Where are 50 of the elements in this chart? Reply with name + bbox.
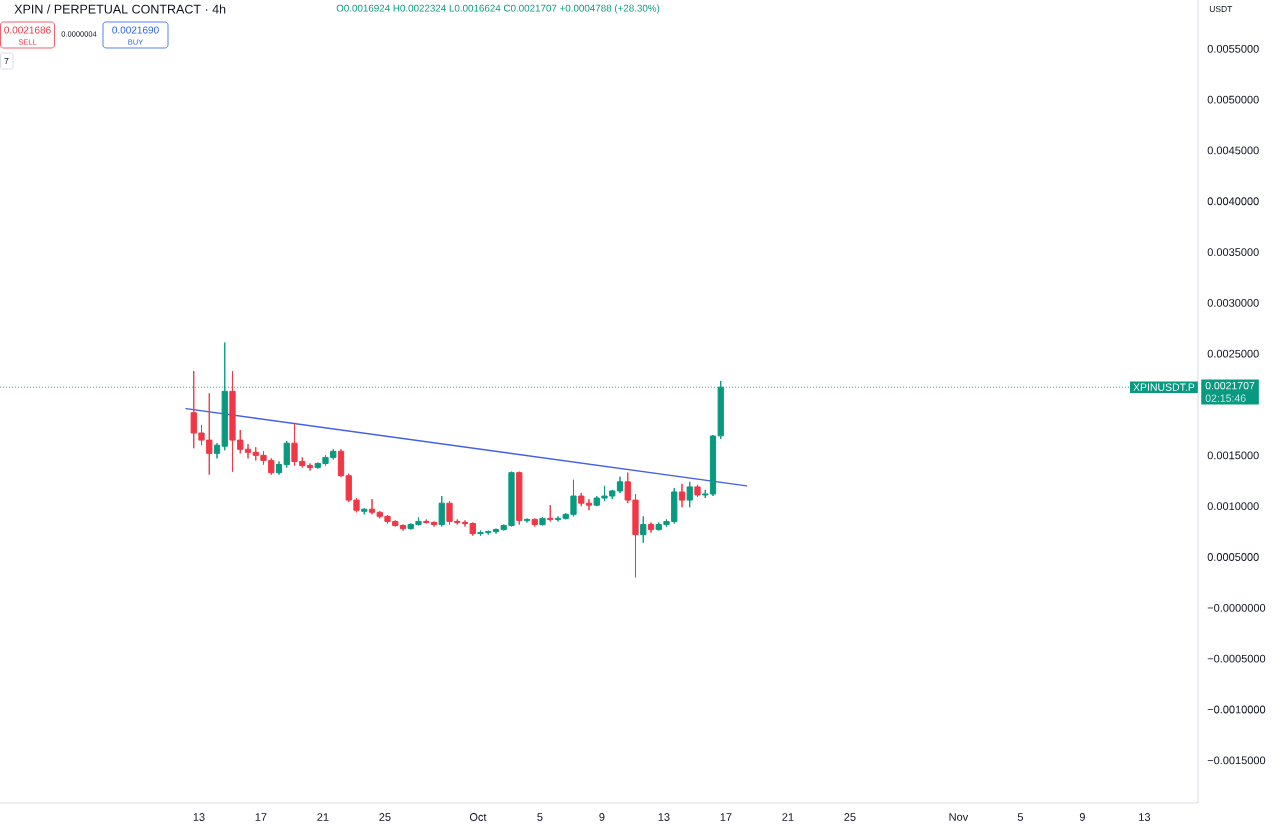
annotation: 0.0021686 [4, 26, 51, 34]
y-axis-title: USDT [1209, 5, 1233, 12]
candlestick [539, 516, 546, 526]
chart-subtitle: O0.0016924 H0.0022324 L0.0016624 C0.0021707 +0.0004788 (+28.30%) [336, 4, 660, 14]
x-tick-label: 9 [1079, 813, 1085, 821]
x-tick-label: 17 [255, 813, 267, 821]
candlestick [516, 471, 523, 525]
y-tick-label: 0.0035000 [1207, 248, 1259, 256]
text: 02:15:46 [1205, 394, 1246, 402]
x-tick-label: 21 [317, 813, 329, 821]
y-tick-label: −0.0010000 [1207, 705, 1266, 714]
x-tick-label: 25 [844, 813, 856, 821]
annotation: 7 [4, 58, 9, 64]
y-tick-label: −0.0000000 [1207, 603, 1266, 612]
x-tick-label: 5 [1017, 813, 1024, 821]
x-tick-label: Oct [469, 813, 487, 821]
y-tick-label: −0.0005000 [1207, 654, 1266, 663]
x-tick-label: 21 [782, 813, 794, 821]
y-tick-label: 0.0050000 [1207, 95, 1259, 104]
y-tick-label: 0.0015000 [1207, 451, 1259, 460]
candlestick [531, 517, 538, 528]
y-tick-label: 0.0030000 [1207, 299, 1259, 307]
y-tick-label: 0.0025000 [1207, 349, 1259, 358]
candlestick [523, 517, 531, 523]
annotation: 0.0021690 [112, 26, 159, 34]
candlestick [547, 504, 554, 522]
candlestick [678, 483, 686, 508]
x-tick-label: 13 [658, 813, 670, 821]
x-tick-label: 5 [537, 813, 543, 821]
y-tick-label: 0.0010000 [1207, 502, 1259, 511]
ref-line-label: XPINUSDT.P [1133, 383, 1195, 391]
candlestick [694, 484, 701, 498]
candlestick [438, 495, 445, 528]
candlestick [647, 521, 655, 534]
y-tick-label: 0.0040000 [1207, 197, 1259, 206]
x-tick-label: 25 [379, 813, 391, 821]
y-tick-label: −0.0015000 [1207, 756, 1266, 765]
x-tick-label: 13 [1139, 813, 1151, 821]
candlestick [361, 507, 368, 515]
text: 0.0021707 [1205, 381, 1255, 390]
x-tick-label: 13 [193, 813, 205, 821]
y-tick-label: 0.0045000 [1207, 146, 1259, 155]
x-tick-label: 17 [720, 813, 732, 821]
y-tick-label: 0.0005000 [1207, 553, 1259, 561]
x-tick-label: Nov [949, 813, 969, 821]
candlestick [640, 515, 647, 544]
x-tick-label: 9 [599, 813, 605, 821]
y-tick-label: 0.0055000 [1207, 44, 1259, 53]
candlestick [686, 481, 693, 508]
chart-title: XPIN / PERPETUAL CONTRACT · 4h [14, 4, 226, 14]
